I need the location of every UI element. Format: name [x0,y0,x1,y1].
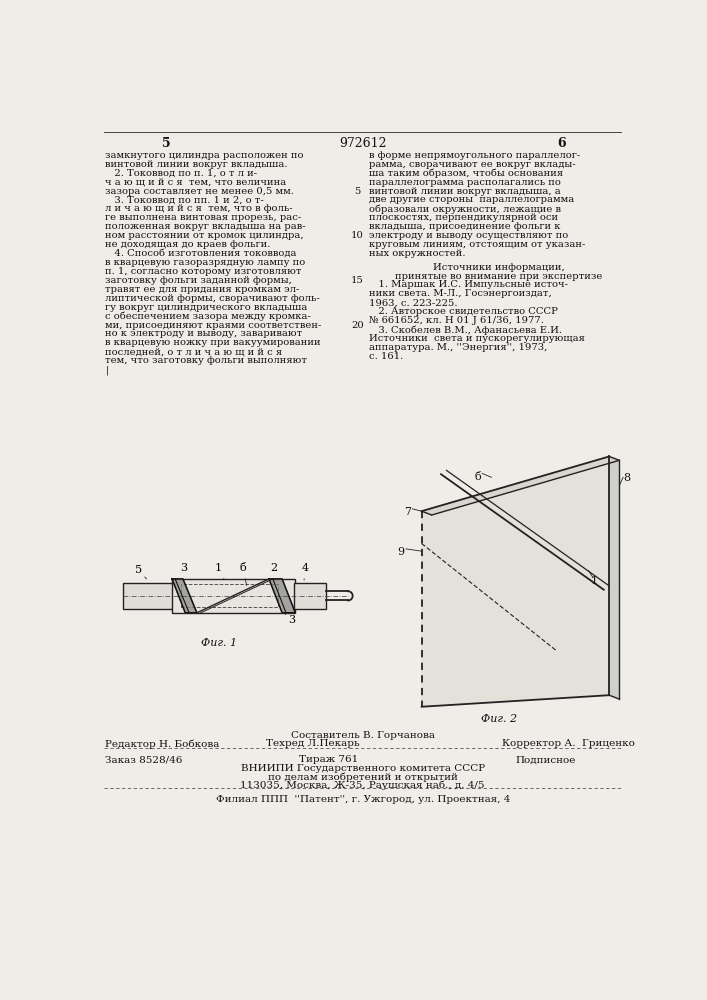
Text: 3. Токоввод по пп. 1 и 2, о т-: 3. Токоввод по пп. 1 и 2, о т- [105,195,264,204]
Text: плоскостях, перпендикулярной оси: плоскостях, перпендикулярной оси [369,213,558,222]
Text: положенная вокруг вкладыша на рав-: положенная вокруг вкладыша на рав- [105,222,306,231]
Text: 15: 15 [351,276,363,285]
Text: Техред Л.Пекарь: Техред Л.Пекарь [267,739,360,748]
Polygon shape [609,456,619,699]
Bar [123,583,175,609]
Text: Филиал ППП  ''Патент'', г. Ужгород, ул. Проектная, 4: Филиал ППП ''Патент'', г. Ужгород, ул. П… [216,795,510,804]
Text: образовали окружности, лежащие в: образовали окружности, лежащие в [369,204,561,214]
Text: 2: 2 [271,563,278,579]
Polygon shape [421,456,619,515]
Text: ми, присоединяют краями соответствен-: ми, присоединяют краями соответствен- [105,321,322,330]
Text: ники света. М-Л., Госэнергоиздат,: ники света. М-Л., Госэнергоиздат, [369,289,551,298]
Text: но к электроду и выводу, заваривают: но к электроду и выводу, заваривают [105,329,303,338]
Text: аппаратура. М., ''Энергия'', 1973,: аппаратура. М., ''Энергия'', 1973, [369,343,547,352]
Text: круговым линиям, отстоящим от указан-: круговым линиям, отстоящим от указан- [369,240,585,249]
Text: 5: 5 [135,565,146,579]
Text: л и ч а ю щ и й с я  тем, что в фоль-: л и ч а ю щ и й с я тем, что в фоль- [105,204,293,213]
Text: с. 161.: с. 161. [369,352,403,361]
Text: в кварцевую ножку при вакуумировании: в кварцевую ножку при вакуумировании [105,338,321,347]
Text: вкладыша, присоединение фольги к: вкладыша, присоединение фольги к [369,222,561,231]
Text: ша таким образом, чтобы основания: ша таким образом, чтобы основания [369,169,563,178]
Text: б: б [240,563,247,585]
Text: 113035, Москва, Ж-35, Раушская наб., д. 4/5: 113035, Москва, Ж-35, Раушская наб., д. … [240,781,485,790]
Text: Подписное: Подписное [515,755,575,764]
Text: 2. Токоввод по п. 1, о т л и-: 2. Токоввод по п. 1, о т л и- [105,169,257,178]
Text: две другие стороны  параллелограмма: две другие стороны параллелограмма [369,195,574,204]
Text: электроду и выводу осуществляют по: электроду и выводу осуществляют по [369,231,568,240]
Bar [293,583,327,609]
Text: Заказ 8528/46: Заказ 8528/46 [105,755,183,764]
Text: винтовой линии вокруг вкладыша, а: винтовой линии вокруг вкладыша, а [369,187,561,196]
Text: 1: 1 [215,563,224,579]
Text: 4. Способ изготовления токоввода: 4. Способ изготовления токоввода [105,249,297,258]
Text: Корректор А.  Гриценко: Корректор А. Гриценко [503,739,636,748]
Text: б: б [474,472,481,482]
Text: липтической формы, сворачивают фоль-: липтической формы, сворачивают фоль- [105,294,320,303]
Text: 3: 3 [180,563,187,579]
Text: 9: 9 [397,547,404,557]
Text: заготовку фольги заданной формы,: заготовку фольги заданной формы, [105,276,292,285]
Text: 6: 6 [557,137,566,150]
Text: 5: 5 [162,137,170,150]
Text: 2. Авторское свидетельство СССР: 2. Авторское свидетельство СССР [369,307,558,316]
Text: 1: 1 [590,576,597,586]
Text: с обеспечением зазора между кромка-: с обеспечением зазора между кромка- [105,312,311,321]
Text: 4: 4 [301,563,309,580]
Bar [182,584,279,607]
Text: Редактор Н. Бобкова: Редактор Н. Бобкова [105,739,220,749]
Text: 5: 5 [354,187,361,196]
Text: Фиг. 2: Фиг. 2 [481,714,518,724]
Text: по делам изобретений и открытий: по делам изобретений и открытий [268,772,457,782]
Text: 10: 10 [351,231,363,240]
Text: замкнутого цилиндра расположен по: замкнутого цилиндра расположен по [105,151,304,160]
Text: 3. Скобелев В.М., Афанасьева Е.И.: 3. Скобелев В.М., Афанасьева Е.И. [369,325,562,335]
Text: рамма, сворачивают ее вокруг вклады-: рамма, сворачивают ее вокруг вклады- [369,160,575,169]
Text: |: | [105,365,109,375]
Text: ном расстоянии от кромок цилиндра,: ном расстоянии от кромок цилиндра, [105,231,304,240]
Text: 8: 8 [623,473,630,483]
Polygon shape [172,579,197,613]
Text: ных окружностей.: ных окружностей. [369,249,465,258]
Text: Источники информации,: Источники информации, [433,263,565,272]
Text: травят ее для придания кромкам эл-: травят ее для придания кромкам эл- [105,285,300,294]
Text: ге выполнена винтовая прорезь, рас-: ге выполнена винтовая прорезь, рас- [105,213,302,222]
Text: зазора составляет не менее 0,5 мм.: зазора составляет не менее 0,5 мм. [105,187,294,196]
Text: Составитель В. Горчанова: Составитель В. Горчанова [291,731,435,740]
Text: 1. Маршак И.С. Импульсные источ-: 1. Маршак И.С. Импульсные источ- [369,280,568,289]
Text: тем, что заготовку фольги выполняют: тем, что заготовку фольги выполняют [105,356,308,365]
Polygon shape [269,579,296,613]
Text: в форме непрямоугольного параллелог-: в форме непрямоугольного параллелог- [369,151,580,160]
Text: в кварцевую газоразрядную лампу по: в кварцевую газоразрядную лампу по [105,258,305,267]
Text: Тираж 761: Тираж 761 [299,755,358,764]
Text: 20: 20 [351,321,363,330]
Text: последней, о т л и ч а ю щ и й с я: последней, о т л и ч а ю щ и й с я [105,347,283,356]
Text: 3: 3 [284,613,296,625]
Text: параллелограмма располагались по: параллелограмма располагались по [369,178,561,187]
Text: № 661652, кл. Н 01 J 61/36, 1977.: № 661652, кл. Н 01 J 61/36, 1977. [369,316,544,325]
Text: гу вокруг цилиндрического вкладыша: гу вокруг цилиндрического вкладыша [105,303,308,312]
Polygon shape [421,456,609,707]
Text: винтовой линии вокруг вкладыша.: винтовой линии вокруг вкладыша. [105,160,288,169]
Text: принятые во внимание при экспертизе: принятые во внимание при экспертизе [395,272,603,281]
Text: ч а ю щ и й с я  тем, что величина: ч а ю щ и й с я тем, что величина [105,178,286,187]
Bar [172,579,296,613]
Text: 1963, с. 223-225.: 1963, с. 223-225. [369,298,457,307]
Text: Источники  света и пускорегулирующая: Источники света и пускорегулирующая [369,334,585,343]
Text: не доходящая до краев фольги.: не доходящая до краев фольги. [105,240,271,249]
Text: 972612: 972612 [339,137,387,150]
Text: 7: 7 [404,507,411,517]
Text: п. 1, согласно которому изготовляют: п. 1, согласно которому изготовляют [105,267,302,276]
Text: ВНИИПИ Государственного комитета СССР: ВНИИПИ Государственного комитета СССР [240,764,485,773]
Text: Фиг. 1: Фиг. 1 [201,638,237,648]
